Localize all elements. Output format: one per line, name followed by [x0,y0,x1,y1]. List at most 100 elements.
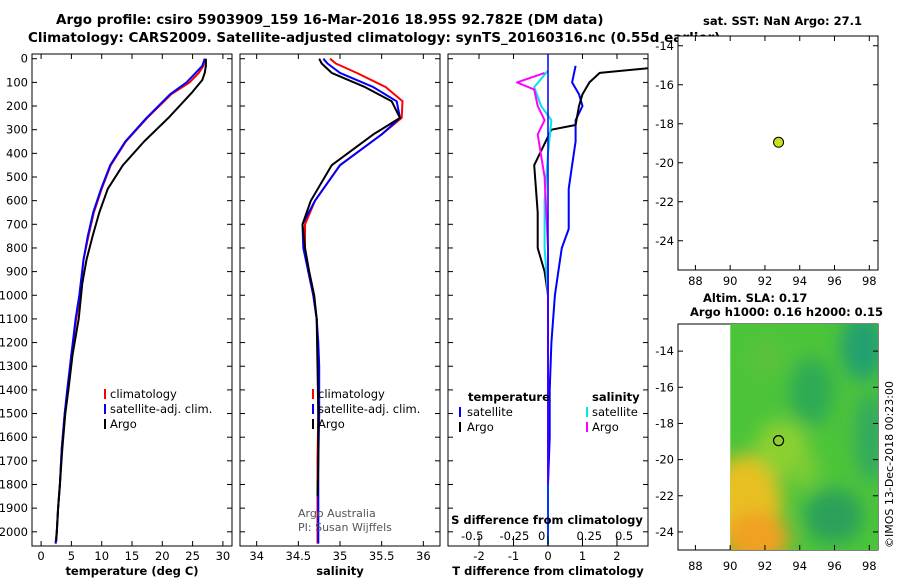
sla-xtick-label: 98 [862,559,877,573]
sla-ytick-label: -18 [655,416,674,430]
depth-tick-label: 800 [6,241,28,255]
sla-field-blob [749,339,785,376]
temp-xtick-label: 0 [37,549,44,563]
sla-xtick-label: 92 [758,559,773,573]
depth-tick-label: 400 [6,146,28,160]
depth-tick-label: 1700 [0,454,28,468]
depth-tick-label: 900 [6,265,28,279]
sla-field-blob [841,324,878,381]
sla-field-blob [789,357,834,426]
sal-frame [239,53,441,547]
title-line1: Argo profile: csiro 5903909_159 16-Mar-2… [56,12,604,28]
temp-xtick-label: 5 [68,549,75,563]
sla-field-blob [855,391,878,483]
diff-legend-label-t: Argo [467,420,494,434]
depth-tick-label: 1300 [0,359,28,373]
diff-s-tick-label: -0.25 [500,529,530,543]
sst-xtick-label: 88 [688,274,703,288]
sla-xtick-label: 94 [792,559,807,573]
diff-legend-title-salinity: salinity [592,390,640,404]
sla-argo-marker [772,435,785,447]
depth-tick-label: 300 [6,123,28,137]
sal-xlabel: salinity [316,564,364,578]
temp-xtick-label: 30 [216,549,231,563]
temp-legend-label: climatology [110,387,177,401]
sla-field-blob [804,488,864,544]
diff-xtick-label: 1 [579,549,586,563]
depth-tick-label: 1800 [0,478,28,492]
temp-frame [31,53,233,547]
temp-xtick-label: 20 [155,549,170,563]
depth-tick-label: 2000 [0,525,28,539]
sst-xtick-label: 90 [723,274,738,288]
depth-tick-label: 1100 [0,312,28,326]
diff-legend-label-s: satellite [592,405,638,419]
sal-series-group [301,57,404,544]
sla-xtick-label: 90 [723,559,738,573]
diff-s-tick-label: 0.5 [615,529,633,543]
sla-ytick-label: -20 [655,453,674,467]
title-line2: Climatology: CARS2009. Satellite-adjuste… [28,30,721,46]
depth-tick-label: 1600 [0,430,28,444]
sst-ytick-label: -16 [655,78,674,92]
sst-xtick-label: 96 [827,274,842,288]
depth-tick-label: 700 [6,217,28,231]
sla-xtick-label: 88 [688,559,703,573]
temp-xtick-label: 25 [185,549,200,563]
diff-legend-label-t: satellite [467,405,513,419]
diff-s-axis-title: S difference from climatology [451,513,643,527]
credit-line2: PI: Susan Wijffels [298,521,392,534]
diff-xtick-label: -2 [473,549,484,563]
depth-tick-label: 500 [6,170,28,184]
depth-tick-label: 1500 [0,407,28,421]
depth-tick-label: 0 [21,52,28,66]
sla-field-blobs [730,324,878,550]
sal-legend-label: climatology [318,387,385,401]
sst-ytick-label: -14 [655,39,674,53]
depth-tick-label: 100 [6,75,28,89]
depth-tick-label: 200 [6,99,28,113]
diff-xtick-label: 0 [544,549,551,563]
sla-title-line1: Altim. SLA: 0.17 [703,291,808,305]
sal-legend-label: Argo [318,417,345,431]
diff-legend-title-temperature: temperature [468,390,550,404]
depth-tick-label: 1000 [0,288,28,302]
diff-s-tick-label: -0.5 [461,529,483,543]
sst-xtick-label: 98 [862,274,877,288]
sal-xtick-label: 35.5 [369,549,395,563]
sla-ytick-label: -16 [655,380,674,394]
diff-xlabel: T difference from climatology [452,564,644,578]
sal-xtick-label: 34.5 [286,549,312,563]
diff-legend-label-s: Argo [592,420,619,434]
temp-legend-label: Argo [110,417,137,431]
sla-ytick-label: -24 [655,525,674,539]
sla-ytick-label: -22 [655,489,674,503]
sal-line-argo [301,58,401,497]
diff-line-t-satellite [547,65,584,544]
diff-xtick-label: -1 [508,549,519,563]
sla-field-group [730,324,878,550]
sst-xtick-label: 92 [758,274,773,288]
sla-title-line2: Argo h1000: 0.16 h2000: 0.15 [690,305,884,319]
sst-argo-marker [773,136,785,148]
diff-s-tick-label: 0 [538,529,545,543]
credit-line1: Argo Australia [298,507,376,520]
sst-ytick-label: -20 [655,156,674,170]
depth-tick-label: 1400 [0,383,28,397]
temp-xtick-label: 15 [125,549,140,563]
sla-xtick-label: 96 [827,559,842,573]
temp-legend-label: satellite-adj. clim. [110,402,212,416]
sst-map-frame [677,35,879,271]
temp-line-argo [55,58,207,542]
sla-field-blob [730,511,790,550]
depth-tick-label: 1900 [0,501,28,515]
sla-field-blob [789,452,819,489]
diff-xtick-label: 2 [613,549,620,563]
depth-tick-label: 1200 [0,336,28,350]
sst-xtick-label: 94 [792,274,807,288]
sal-xtick-label: 34 [249,549,264,563]
temp-xlabel: temperature (deg C) [65,564,198,578]
temp-series-group [54,58,207,544]
sst-ytick-label: -24 [655,234,674,248]
